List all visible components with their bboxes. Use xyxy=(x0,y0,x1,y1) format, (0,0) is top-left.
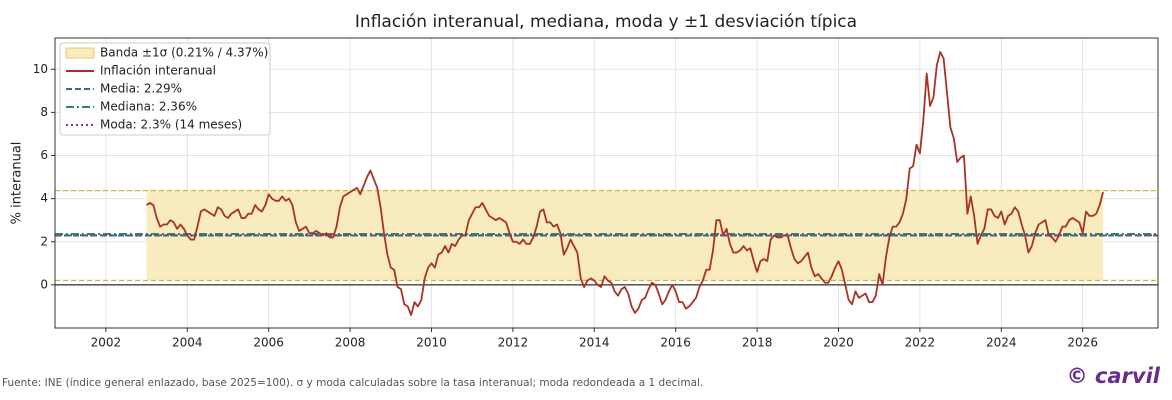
y-tick-label: 6 xyxy=(40,148,48,162)
x-tick-label: 2026 xyxy=(1067,336,1098,350)
footer: Fuente: INE (índice general enlazado, ba… xyxy=(2,377,703,389)
x-tick-label: 2024 xyxy=(986,336,1017,350)
y-tick-label: 8 xyxy=(40,105,48,119)
y-tick-label: 2 xyxy=(40,234,48,248)
y-tick-label: 10 xyxy=(33,62,48,76)
legend-label: Banda ±1σ (0.21% / 4.37%) xyxy=(100,46,268,60)
legend-label: Mediana: 2.36% xyxy=(100,100,197,114)
legend: Banda ±1σ (0.21% / 4.37%) Inflación inter… xyxy=(59,42,271,136)
chart-title: Inflación interanual, mediana, moda y ±1… xyxy=(355,12,857,32)
x-tick-label: 2002 xyxy=(91,336,122,350)
y-tick-label: 0 xyxy=(40,277,48,291)
legend-box xyxy=(59,42,271,136)
x-tick-label: 2014 xyxy=(579,336,610,350)
x-tick-label: 2008 xyxy=(335,336,366,350)
x-tick-label: 2006 xyxy=(253,336,284,350)
watermark: © carvil xyxy=(1067,364,1161,388)
plot-frame xyxy=(54,37,1159,329)
series-line xyxy=(146,51,1104,316)
y-tick-label: 4 xyxy=(40,191,48,205)
legend-label: Inflación interanual xyxy=(100,64,216,78)
x-tick-label: 2004 xyxy=(172,336,203,350)
x-tick-label: 2018 xyxy=(742,336,773,350)
x-tick-label: 2012 xyxy=(498,336,529,350)
y-axis-label: % interanual xyxy=(10,142,25,225)
legend-swatch xyxy=(65,47,95,59)
x-tick-label: 2020 xyxy=(823,336,854,350)
legend-label: Media: 2.29% xyxy=(100,82,182,96)
x-tick-label: 2022 xyxy=(905,336,936,350)
legend-label: Moda: 2.3% (14 meses) xyxy=(100,118,242,132)
x-tick-label: 2010 xyxy=(416,336,447,350)
x-tick-label: 2016 xyxy=(660,336,691,350)
